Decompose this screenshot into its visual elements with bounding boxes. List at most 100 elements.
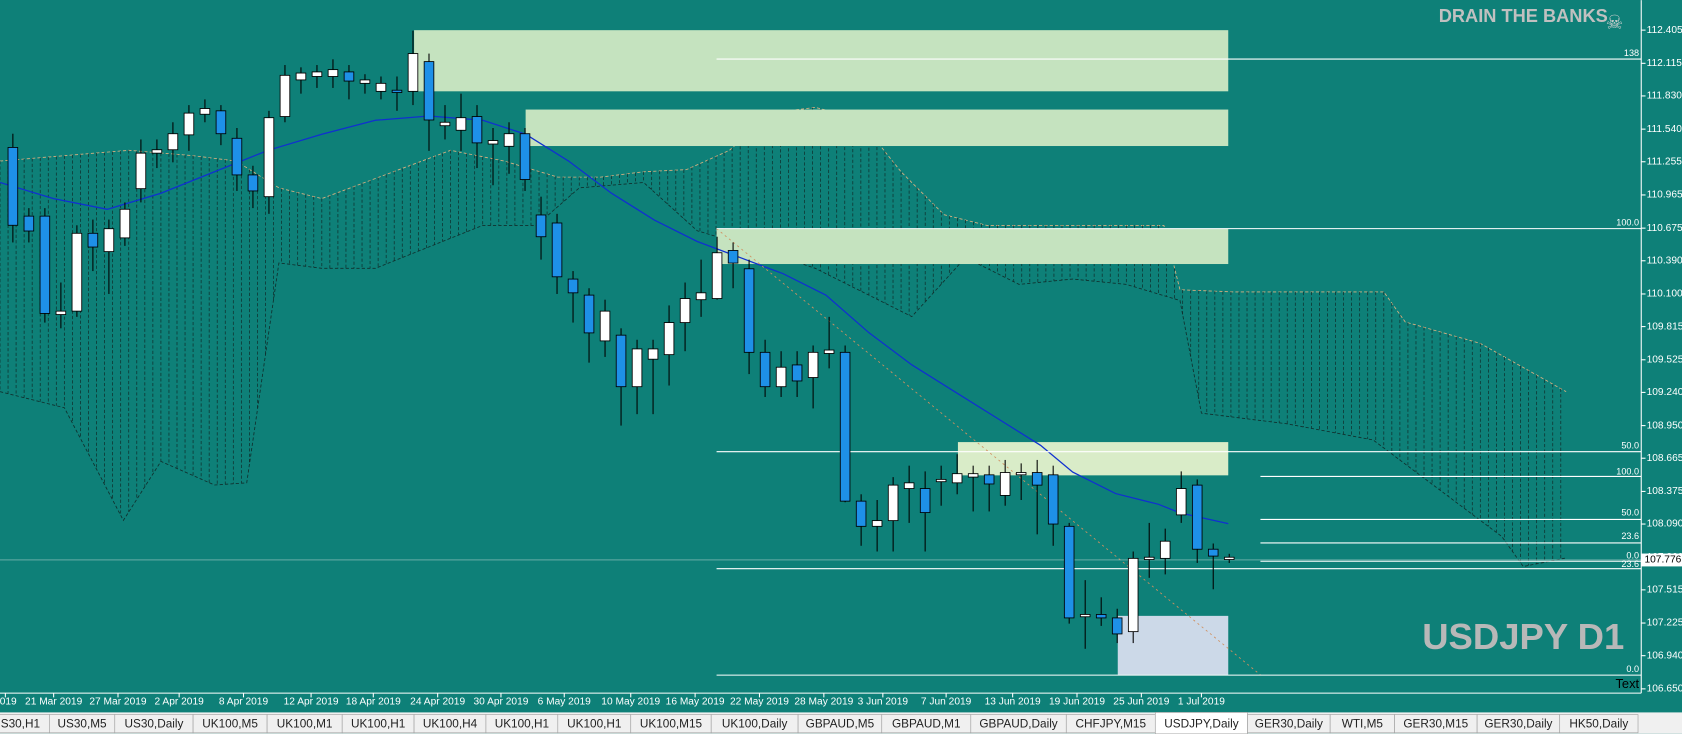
fib-label: 23.6: [1621, 559, 1639, 569]
candle-body: [519, 133, 531, 180]
y-tick-label: 110.390: [1647, 255, 1682, 266]
x-tick-label: 13 Jun 2019: [985, 696, 1041, 707]
tab-label[interactable]: UK100,H1: [351, 717, 405, 730]
tab-label[interactable]: UK100,M1: [277, 717, 333, 730]
candle-body: [103, 228, 115, 253]
candle-body: [615, 334, 627, 388]
x-tick-label: 22 May 2019: [730, 696, 789, 707]
y-tick-label: 111.255: [1647, 156, 1682, 167]
y-tick-label: 108.090: [1647, 519, 1682, 530]
y-tick-label: 107.225: [1647, 618, 1682, 629]
supply-zone: [525, 109, 1229, 147]
candle-body: [471, 116, 483, 144]
x-tick-label: 1 Jul 2019: [1178, 696, 1225, 707]
candle-body: [839, 351, 851, 502]
candle-body: [711, 252, 723, 299]
tab-label[interactable]: CHFJPY,M15: [1076, 717, 1147, 730]
candle-body: [199, 108, 211, 115]
candle-body: [647, 348, 659, 360]
tab-label[interactable]: UK100,M5: [202, 717, 258, 730]
tab-label[interactable]: WTI,M5: [1342, 717, 1384, 730]
candle-body: [279, 74, 291, 117]
y-tick-label: 109.240: [1647, 387, 1682, 398]
candle-body: [1159, 540, 1171, 559]
x-tick-label: 6 May 2019: [538, 696, 592, 707]
tab-label[interactable]: GBPAUD,Daily: [979, 717, 1057, 730]
candle-body: [951, 473, 963, 484]
x-tick-label: 19 Jun 2019: [1049, 696, 1105, 707]
candle-body: [743, 268, 755, 353]
tab-label[interactable]: UK100,H1: [495, 717, 549, 730]
candle-body: [487, 140, 499, 145]
candle-body: [359, 79, 371, 84]
candle-body: [343, 71, 355, 82]
candle-body: [87, 232, 99, 248]
tab-label[interactable]: US30,Daily: [124, 717, 183, 730]
tab-label[interactable]: UK100,Daily: [722, 717, 788, 730]
candle-body: [311, 71, 323, 77]
current-price-tag: [1641, 553, 1682, 567]
candle-body: [791, 364, 803, 382]
candle-body: [935, 478, 947, 483]
x-tick-label: 7 Jun 2019: [921, 696, 972, 707]
candle-body: [151, 149, 163, 154]
candle-body: [455, 117, 467, 131]
tab-label[interactable]: UK100,H1: [567, 717, 621, 730]
tab-label[interactable]: GER30,Daily: [1484, 717, 1552, 730]
x-tick-label: 12 Apr 2019: [284, 696, 339, 707]
candle-body: [1079, 614, 1091, 618]
candle-body: [263, 117, 275, 198]
skull-icon: ☠: [1606, 13, 1623, 34]
y-tick-label: 112.115: [1647, 58, 1682, 69]
candle-body: [55, 310, 67, 315]
candle-body: [1207, 548, 1219, 557]
candle-body: [759, 351, 771, 388]
y-tick-label: 106.650: [1647, 684, 1682, 695]
candle-body: [295, 72, 307, 81]
fib-label: 23.6: [1621, 531, 1639, 541]
candle-body: [535, 214, 547, 238]
candle-body: [599, 310, 611, 342]
candle-body: [919, 488, 931, 514]
tab-label[interactable]: GBPAUD,M5: [806, 717, 875, 730]
x-tick-label: 16 May 2019: [666, 696, 725, 707]
supply-zone: [716, 228, 1229, 265]
tab-label[interactable]: GER30,Daily: [1255, 717, 1323, 730]
candle-body: [167, 133, 179, 151]
tab-label[interactable]: GER30,M15: [1403, 717, 1468, 730]
candle-body: [23, 215, 35, 232]
fib-label: 138: [1624, 48, 1639, 58]
candle-body: [1047, 474, 1059, 525]
tab-label[interactable]: US30,M5: [57, 717, 107, 730]
candle-body: [887, 484, 899, 522]
x-tick-label: 10 May 2019: [601, 696, 660, 707]
tab-label[interactable]: GBPAUD,M1: [892, 717, 961, 730]
candle-body: [503, 133, 515, 147]
candle-body: [983, 474, 995, 485]
tab-label[interactable]: UK100,M15: [640, 717, 703, 730]
x-tick-label: 8 Apr 2019: [219, 696, 269, 707]
x-tick-label: 27 Mar 2019: [89, 696, 147, 707]
candle-body: [1223, 556, 1235, 560]
candle-body: [631, 348, 643, 388]
tab-label[interactable]: HK50,Daily: [1569, 717, 1628, 730]
tab-bar: S30,H1 US30,M5 US30,Daily UK100,M5 UK100,M1 U…: [0, 712, 1682, 734]
tab-label[interactable]: UK100,H4: [423, 717, 478, 730]
candle-body: [1095, 614, 1107, 619]
fib-label: 100.0: [1616, 467, 1639, 477]
tab-label[interactable]: USDJPY,Daily: [1164, 717, 1239, 730]
candle-body: [247, 174, 259, 192]
candle-body: [183, 112, 195, 136]
y-tick-label: 109.815: [1647, 321, 1682, 332]
x-tick-label: 2 Apr 2019: [155, 696, 205, 707]
tab-label[interactable]: S30,H1: [1, 717, 40, 730]
supply-zone: [414, 30, 1229, 92]
tab[interactable]: [1559, 714, 1639, 734]
y-tick-label: 108.665: [1647, 453, 1682, 464]
candle-body: [695, 292, 707, 301]
fib-label: 50.0: [1621, 441, 1639, 451]
y-tick-label: 110.100: [1647, 289, 1682, 300]
y-tick-label: 112.405: [1647, 25, 1682, 36]
candle-body: [135, 152, 147, 190]
